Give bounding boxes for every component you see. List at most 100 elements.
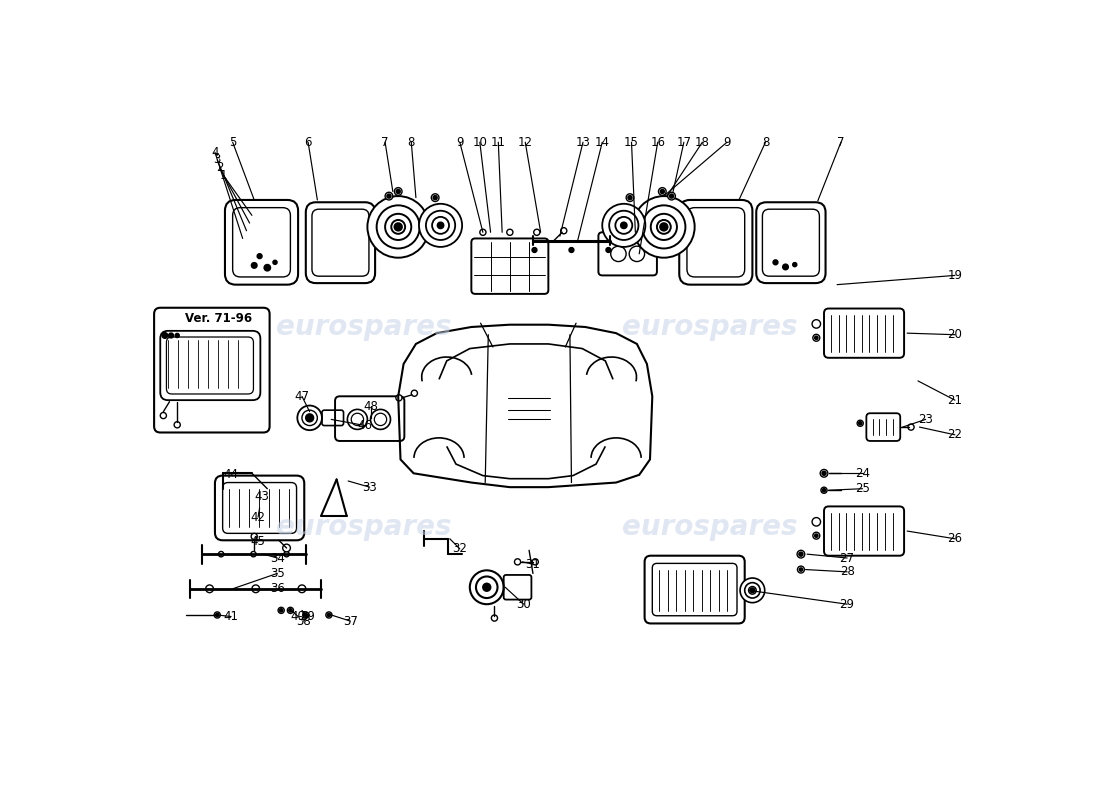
Circle shape: [392, 220, 405, 234]
Text: 15: 15: [624, 136, 639, 149]
Circle shape: [219, 551, 223, 557]
Text: 38: 38: [296, 614, 311, 628]
Circle shape: [799, 552, 803, 556]
Circle shape: [470, 570, 504, 604]
Circle shape: [278, 607, 284, 614]
Circle shape: [257, 254, 262, 258]
Circle shape: [821, 487, 827, 494]
Circle shape: [648, 226, 653, 232]
Circle shape: [284, 551, 289, 557]
Text: 24: 24: [855, 467, 870, 480]
Text: 18: 18: [695, 136, 710, 149]
Circle shape: [651, 214, 676, 240]
Circle shape: [419, 204, 462, 247]
Circle shape: [815, 336, 818, 339]
Circle shape: [287, 607, 294, 614]
Circle shape: [657, 220, 671, 234]
Circle shape: [432, 217, 449, 234]
Text: 37: 37: [343, 614, 358, 628]
Circle shape: [748, 586, 757, 594]
Text: 14: 14: [595, 136, 609, 149]
Circle shape: [740, 578, 764, 602]
Text: 28: 28: [839, 566, 855, 578]
Text: 22: 22: [947, 428, 962, 442]
Text: 25: 25: [855, 482, 870, 495]
Circle shape: [411, 390, 418, 396]
Circle shape: [615, 217, 632, 234]
Circle shape: [306, 414, 313, 422]
Circle shape: [800, 568, 802, 571]
Circle shape: [603, 204, 646, 247]
Circle shape: [385, 192, 393, 200]
Circle shape: [371, 410, 390, 430]
Text: 35: 35: [270, 567, 285, 580]
Circle shape: [387, 194, 390, 198]
Text: eurospares: eurospares: [276, 313, 451, 341]
Circle shape: [175, 334, 179, 338]
Circle shape: [813, 334, 820, 342]
Circle shape: [431, 194, 439, 202]
Circle shape: [813, 532, 820, 539]
Circle shape: [297, 406, 322, 430]
Text: 20: 20: [947, 328, 962, 341]
Circle shape: [659, 188, 667, 195]
Circle shape: [396, 190, 400, 194]
Circle shape: [660, 190, 664, 194]
Circle shape: [433, 196, 437, 199]
Text: 44: 44: [223, 468, 239, 482]
Circle shape: [821, 470, 828, 477]
Circle shape: [348, 410, 367, 430]
Circle shape: [426, 210, 455, 240]
Text: 48: 48: [364, 400, 378, 413]
Circle shape: [302, 612, 309, 618]
Circle shape: [492, 615, 497, 621]
Circle shape: [610, 246, 626, 262]
Circle shape: [385, 214, 411, 240]
Text: 23: 23: [918, 413, 933, 426]
Text: 19: 19: [947, 269, 962, 282]
Circle shape: [483, 583, 491, 591]
Text: eurospares: eurospares: [276, 514, 451, 541]
Text: 27: 27: [839, 551, 855, 565]
Text: eurospares: eurospares: [623, 313, 798, 341]
Circle shape: [745, 582, 760, 598]
Circle shape: [798, 550, 805, 558]
Circle shape: [394, 223, 403, 230]
Circle shape: [859, 422, 861, 425]
Circle shape: [162, 333, 167, 338]
Circle shape: [305, 614, 307, 617]
Text: 10: 10: [472, 136, 487, 149]
Circle shape: [251, 534, 257, 539]
Circle shape: [376, 206, 420, 249]
Text: 6: 6: [305, 136, 312, 149]
Text: 21: 21: [947, 394, 962, 406]
Circle shape: [252, 262, 257, 268]
Circle shape: [569, 248, 574, 252]
Circle shape: [649, 228, 652, 230]
Circle shape: [273, 260, 277, 264]
Text: 7: 7: [382, 136, 389, 149]
Circle shape: [351, 414, 363, 426]
Circle shape: [626, 194, 634, 202]
Circle shape: [660, 223, 668, 230]
Text: 12: 12: [518, 136, 532, 149]
Circle shape: [812, 320, 821, 328]
Text: 17: 17: [676, 136, 692, 149]
Text: 47: 47: [295, 390, 309, 403]
Circle shape: [532, 558, 538, 565]
Circle shape: [561, 228, 566, 234]
Circle shape: [438, 222, 443, 229]
Circle shape: [822, 471, 826, 475]
Circle shape: [515, 558, 520, 565]
Text: 30: 30: [516, 598, 531, 610]
Text: 42: 42: [251, 510, 265, 524]
Text: 40: 40: [290, 610, 306, 623]
Text: 34: 34: [270, 551, 285, 565]
Text: 11: 11: [491, 136, 506, 149]
Circle shape: [823, 489, 825, 492]
Circle shape: [289, 609, 292, 612]
Circle shape: [214, 612, 220, 618]
Text: 45: 45: [251, 534, 265, 547]
Text: Ver. 71-96: Ver. 71-96: [185, 312, 252, 325]
Circle shape: [367, 196, 429, 258]
